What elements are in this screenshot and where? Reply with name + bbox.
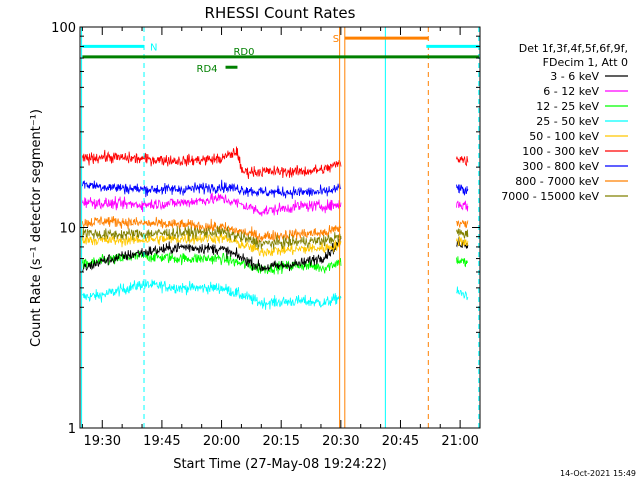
x-axis: 19:30 19:45 20:00 20:15 20:30 20:45 21:00 [81,27,479,449]
y-tick-label-10: 10 [59,222,76,237]
y-tick-label-100: 100 [51,21,76,36]
footer-timestamp: 14-Oct-2021 15:49 [560,469,636,478]
legend-label-25-50-kev: 25 - 50 keV [536,115,599,128]
series-line-300-800-kev [82,179,469,199]
y-tick-label-1: 1 [68,422,76,437]
x-tick-label-20-00: 20:00 [203,434,240,449]
legend-header-line-0: Det 1f,3f,4f,5f,6f,9f, [519,42,628,55]
x-tick-label-19-30: 19:30 [84,434,121,449]
legend-label-12-25-kev: 12 - 25 keV [536,100,599,113]
chart-title: RHESSI Count Rates [205,4,356,22]
legend-label-100-300-kev: 100 - 300 keV [522,145,599,158]
series-line-100-300-kev [82,146,469,180]
series-line-6-12-kev [82,192,469,217]
plot-frame [79,26,481,429]
flag-label-rd4: RD4 [197,64,218,75]
series-line-800-7000-kev [82,215,469,244]
series-line-50-100-kev [82,232,469,258]
flag-label-rd0: RD0 [233,47,254,58]
legend-label-6-12-kev: 6 - 12 keV [543,85,599,98]
flag-label-s: S [333,34,339,45]
series-line-25-50-kev [82,279,469,310]
x-tick-label-20-15: 20:15 [262,434,299,449]
legend: Det 1f,3f,4f,5f,6f,9f,FDecim 1, Att 03 -… [501,42,628,203]
series-line-7000-15000-kev [82,225,469,250]
flag-label-n: N [150,42,157,53]
series-line-12-25-kev [82,249,468,275]
x-axis-label: Start Time (27-May-08 19:24:22) [173,457,387,472]
legend-label-300-800-kev: 300 - 800 keV [522,160,599,173]
flag-bars: N S RD0 RD4 [82,34,479,75]
vertical-markers [81,27,480,428]
legend-header-line-1: FDecim 1, Att 0 [543,56,628,69]
legend-label-800-7000-kev: 800 - 7000 keV [515,175,599,188]
series-traces [82,146,469,310]
x-tick-label-20-45: 20:45 [382,434,419,449]
x-tick-label-20-30: 20:30 [322,434,359,449]
legend-label-3-6-kev: 3 - 6 keV [550,70,599,83]
legend-label-7000-15000-kev: 7000 - 15000 keV [501,190,599,203]
y-axis: 1 10 100 [51,21,480,437]
x-tick-label-19-45: 19:45 [143,434,180,449]
x-tick-label-21-00: 21:00 [441,434,478,449]
y-axis-label: Count Rate (s⁻¹ detector segment⁻¹) [29,109,44,347]
legend-label-50-100-kev: 50 - 100 keV [529,130,599,143]
